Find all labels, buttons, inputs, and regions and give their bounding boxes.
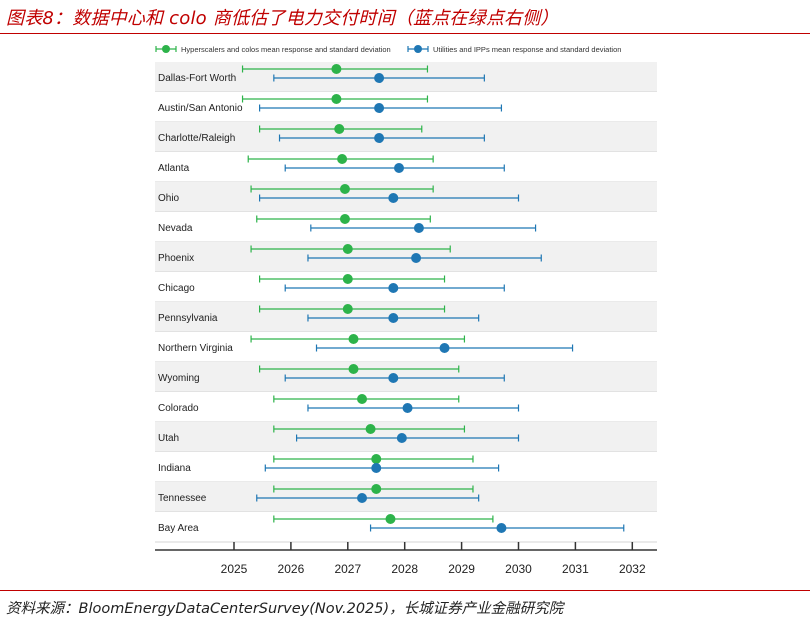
x-tick-label: 2028 [391, 562, 418, 576]
hyperscaler-legend-marker [162, 45, 170, 53]
hyperscaler-mean-point [371, 484, 382, 494]
utility-mean-point [374, 73, 385, 83]
utility-mean-point [411, 253, 422, 263]
row-band [155, 62, 657, 92]
row-band [155, 92, 657, 122]
row-band [155, 332, 657, 362]
row-band [155, 182, 657, 212]
hyperscaler-mean-point [365, 424, 376, 434]
category-label: Nevada [158, 223, 193, 234]
hyperscaler-legend-label: Hyperscalers and colos mean response and… [181, 45, 391, 54]
hyperscaler-mean-point [342, 274, 353, 284]
row-band [155, 272, 657, 302]
utility-mean-point [371, 463, 382, 473]
hyperscaler-mean-point [339, 214, 350, 224]
category-label: Colorado [158, 403, 199, 414]
utility-mean-point [439, 343, 450, 353]
utility-legend-label: Utilities and IPPs mean response and sta… [433, 45, 621, 54]
utility-legend-marker [414, 45, 422, 53]
hyperscaler-mean-point [337, 154, 348, 164]
hyperscaler-mean-point [342, 244, 353, 254]
hyperscaler-mean-point [339, 184, 350, 194]
row-band [155, 122, 657, 152]
row-band [155, 452, 657, 482]
chart-title: 图表8：数据中心和 colo 商低估了电力交付时间（蓝点在绿点右侧） [6, 8, 559, 29]
title-divider [0, 33, 810, 34]
utility-mean-point [394, 163, 405, 173]
category-label: Atlanta [158, 163, 190, 174]
category-label: Utah [158, 433, 179, 444]
x-axis: 2025 2026 2027 2028 2029 2030 2031 2032 [155, 542, 657, 576]
category-label: Wyoming [158, 373, 200, 384]
utility-mean-point [396, 433, 407, 443]
row-band [155, 512, 657, 542]
hyperscaler-mean-point [348, 364, 359, 374]
row-band [155, 482, 657, 512]
category-label: Phoenix [158, 253, 194, 264]
category-label: Chicago [158, 283, 195, 294]
hyperscaler-mean-point [371, 454, 382, 464]
utility-mean-point [388, 283, 399, 293]
row-bands: Dallas-Fort Worth Austin/San Antonio Charl… [155, 62, 657, 543]
category-label: Bay Area [158, 523, 199, 534]
hyperscaler-mean-point [357, 394, 368, 404]
utility-mean-point [374, 103, 385, 113]
category-label: Tennessee [158, 493, 207, 504]
row-band [155, 242, 657, 272]
hyperscaler-mean-point [331, 94, 342, 104]
utility-mean-point [402, 403, 413, 413]
row-band [155, 152, 657, 182]
row-band [155, 362, 657, 392]
hyperscaler-mean-point [342, 304, 353, 314]
utility-mean-point [388, 193, 399, 203]
x-tick-label: 2025 [221, 562, 248, 576]
x-tick-label: 2031 [562, 562, 589, 576]
utility-mean-point [374, 133, 385, 143]
x-tick-label: 2027 [334, 562, 361, 576]
utility-mean-point [413, 223, 424, 233]
x-tick-label: 2030 [505, 562, 532, 576]
category-label: Charlotte/Raleigh [158, 133, 235, 144]
category-label: Dallas-Fort Worth [158, 73, 236, 84]
source-divider [0, 590, 810, 591]
category-label: Northern Virginia [158, 343, 233, 354]
row-band [155, 212, 657, 242]
utility-mean-point [388, 373, 399, 383]
x-tick-label: 2032 [619, 562, 646, 576]
category-label: Pennsylvania [158, 313, 218, 324]
row-band [155, 302, 657, 332]
hyperscaler-mean-point [385, 514, 396, 524]
chart-marks [241, 64, 625, 533]
category-label: Indiana [158, 463, 191, 474]
hyperscaler-mean-point [331, 64, 342, 74]
hyperscaler-mean-point [334, 124, 345, 134]
utility-mean-point [388, 313, 399, 323]
x-tick-label: 2026 [278, 562, 305, 576]
hyperscaler-mean-point [348, 334, 359, 344]
legend: Hyperscalers and colos mean response and… [155, 45, 621, 54]
category-label: Austin/San Antonio [158, 103, 243, 114]
utility-mean-point [357, 493, 368, 503]
source-note: 资料来源：BloomEnergyDataCenterSurvey(Nov.202… [6, 601, 564, 617]
x-tick-label: 2029 [448, 562, 475, 576]
category-label: Ohio [158, 193, 180, 204]
utility-mean-point [496, 523, 507, 533]
